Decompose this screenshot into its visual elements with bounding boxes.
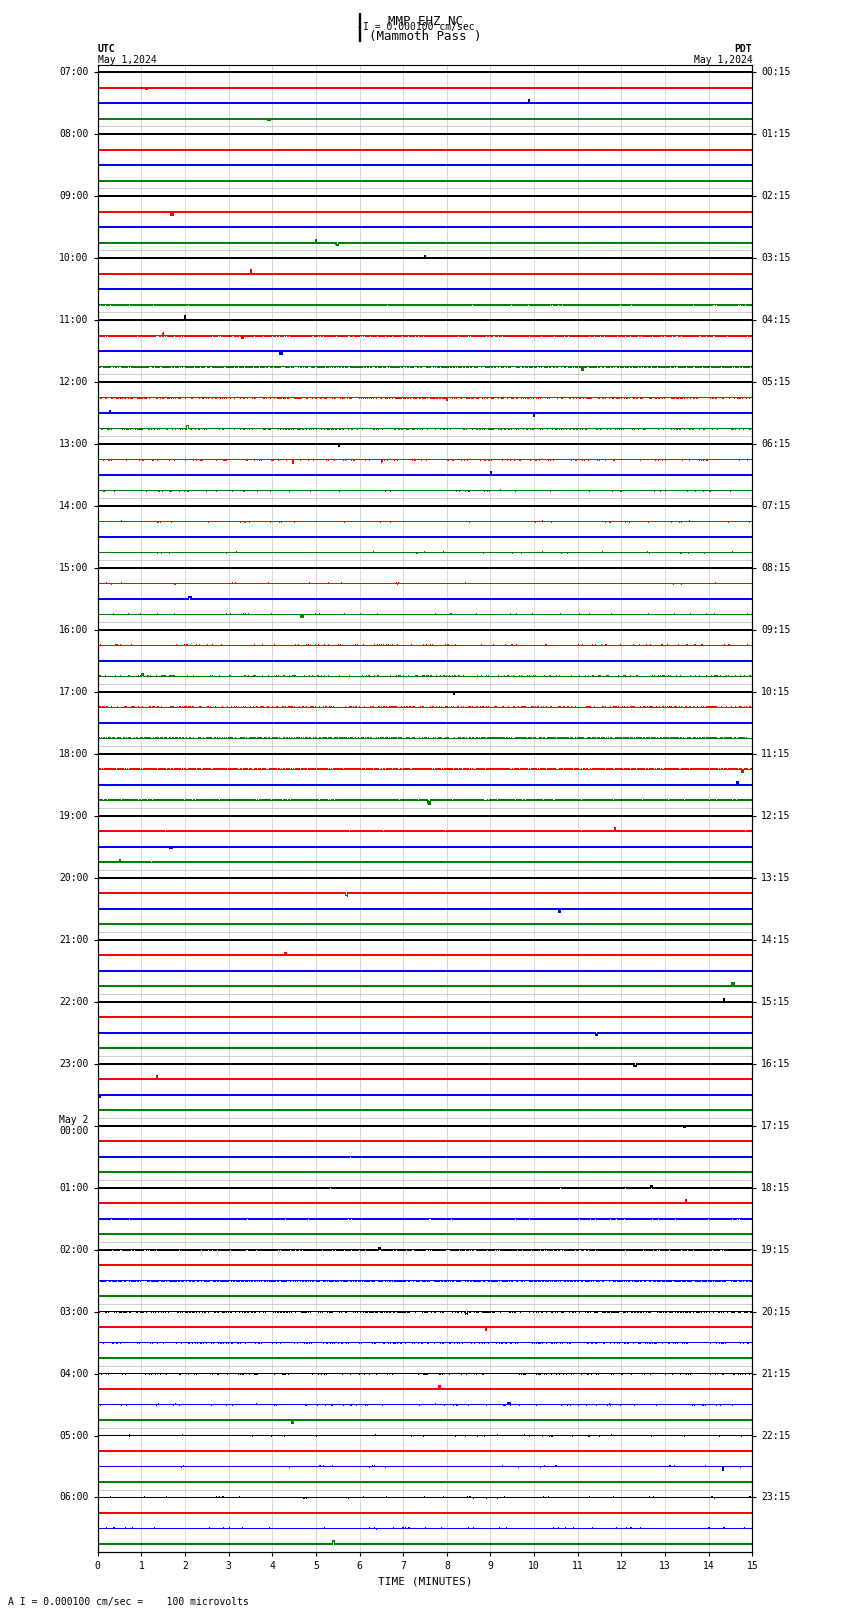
Text: PDT: PDT <box>734 44 752 53</box>
Text: A I = 0.000100 cm/sec =    100 microvolts: A I = 0.000100 cm/sec = 100 microvolts <box>8 1597 249 1607</box>
Text: May 1,2024: May 1,2024 <box>98 55 156 65</box>
Text: UTC: UTC <box>98 44 116 53</box>
Text: I = 0.000100 cm/sec: I = 0.000100 cm/sec <box>363 23 474 32</box>
X-axis label: TIME (MINUTES): TIME (MINUTES) <box>377 1576 473 1586</box>
Title: MMP EHZ NC
(Mammoth Pass ): MMP EHZ NC (Mammoth Pass ) <box>369 15 481 42</box>
Text: May 1,2024: May 1,2024 <box>694 55 752 65</box>
